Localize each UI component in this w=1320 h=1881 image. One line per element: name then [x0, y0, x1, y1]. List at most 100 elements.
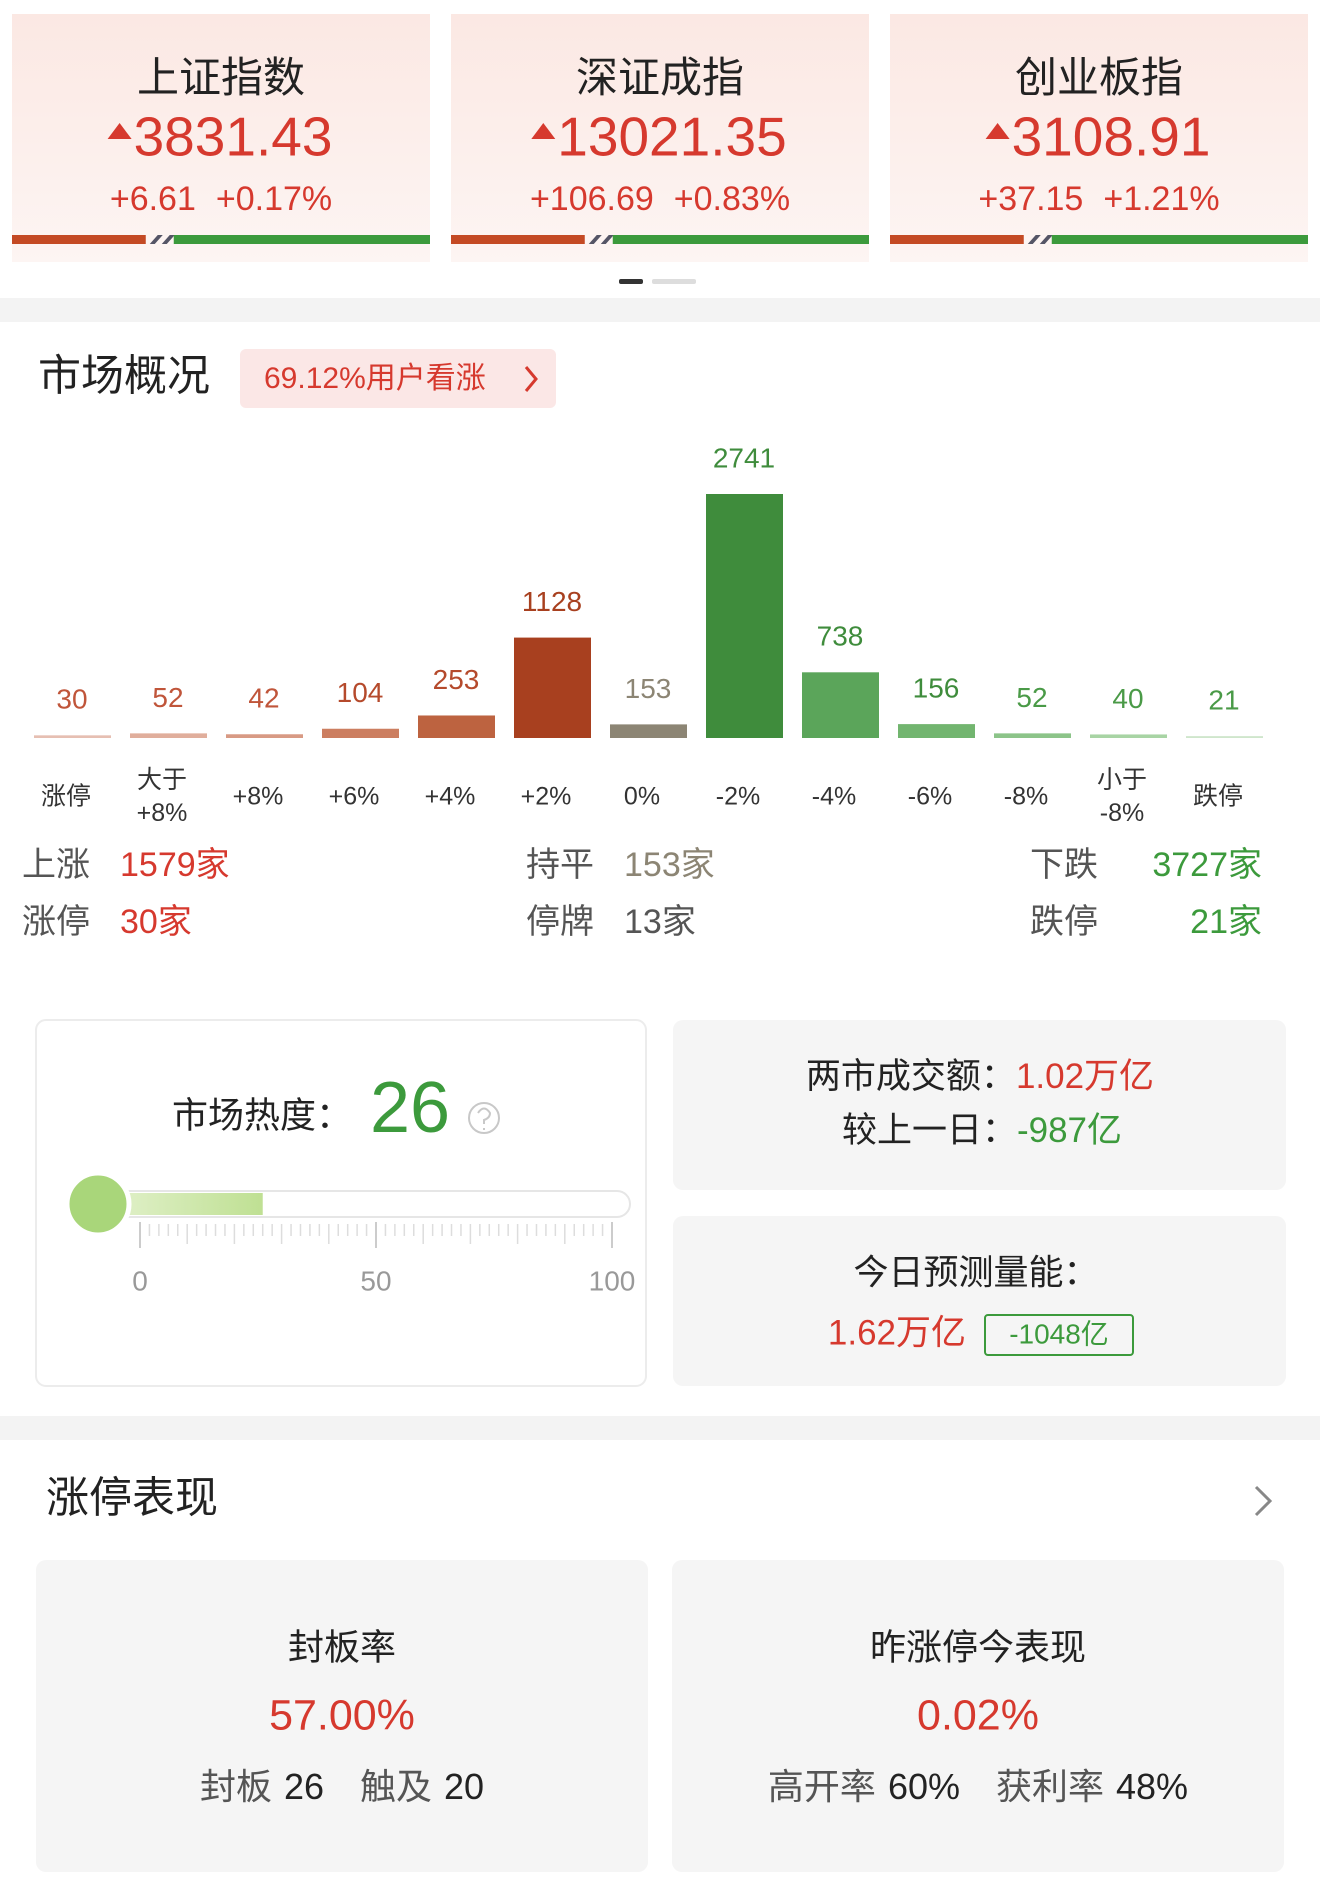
stat-value: 30家	[120, 903, 192, 941]
section-title: 市场概况	[38, 352, 210, 400]
index-card[interactable]: 上证指数 3831.43 +6.61 +0.17%	[12, 14, 430, 262]
value-label: 30	[56, 684, 87, 715]
value-label: 52	[1016, 682, 1047, 713]
lu-value: 0.02%	[917, 1691, 1039, 1739]
value-label: 21	[1208, 685, 1239, 716]
card-bg	[12, 14, 430, 262]
lu-card	[672, 1560, 1284, 1872]
more-arrow[interactable]	[1254, 1485, 1273, 1517]
bar	[34, 735, 111, 738]
index-cards: 上证指数 3831.43 +6.61 +0.17% 深证成指 13021.35 +106.6…	[12, 14, 1308, 262]
separator	[0, 1416, 1320, 1440]
forecast-change-box	[984, 1314, 1134, 1356]
index-card[interactable]: 深证成指 13021.35 +106.69 +0.83%	[451, 14, 869, 262]
stat-label: 上涨	[22, 846, 90, 884]
fall-bar	[173, 235, 430, 244]
bar	[1090, 734, 1167, 738]
fall-bar	[612, 235, 869, 244]
limit-up-cards: 封板率 57.00% 封板 26 触及 20 昨涨停今表现 0.02% 高开率 60% 获利率 48%	[36, 1560, 1284, 1872]
up-arrow	[107, 123, 132, 139]
lu-value: 57.00%	[269, 1691, 415, 1739]
index-name: 深证成指	[576, 54, 744, 101]
tick-label: 0	[132, 1265, 148, 1296]
stat-label: 持平	[526, 846, 594, 884]
lu-title: 封板率	[288, 1627, 396, 1668]
stat-label: 停牌	[526, 903, 594, 941]
bar-divider	[149, 235, 175, 244]
index-change: +6.61	[110, 180, 196, 218]
bar	[802, 672, 879, 738]
turnover-change-label: 较上一日：	[842, 1111, 1017, 1150]
forecast-value: 1.62万亿	[828, 1313, 966, 1352]
bar	[994, 733, 1071, 738]
index-value: 3831.43	[134, 106, 333, 168]
detail-label: 触及	[360, 1766, 432, 1807]
turnover-change: -987亿	[1017, 1111, 1122, 1150]
bar	[322, 728, 399, 738]
pill-bg	[240, 349, 556, 408]
sentiment-pill[interactable]: 69.12%用户看涨	[240, 349, 556, 408]
stat-value: 153家	[624, 846, 715, 884]
value-label: 1128	[522, 586, 582, 617]
lu-details: 高开率 60% 获利率 48%	[768, 1766, 1188, 1807]
index-name: 创业板指	[1015, 54, 1183, 101]
up-arrow	[531, 123, 556, 139]
heat-value: 26	[370, 1068, 450, 1148]
chevron	[524, 366, 538, 392]
lu-card	[36, 1560, 648, 1872]
rise-bar	[12, 235, 146, 244]
heat-gauge: 0 50 100	[64, 1170, 635, 1296]
value-label: 104	[337, 677, 384, 708]
value-label: 40	[1112, 683, 1143, 714]
bar	[898, 724, 975, 738]
detail-value: 26	[284, 1766, 324, 1807]
separator	[0, 298, 1320, 322]
value-label: 2741	[713, 442, 775, 473]
index-percent: +1.21%	[1103, 180, 1219, 218]
value-label: 253	[433, 664, 480, 695]
tick-label: 50	[360, 1265, 391, 1296]
bar-divider	[588, 235, 614, 244]
index-card[interactable]: 创业板指 3108.91 +37.15 +1.21%	[890, 14, 1308, 262]
detail-label: 高开率	[768, 1766, 876, 1807]
detail-label: 获利率	[996, 1766, 1104, 1807]
lu-details: 封板 26 触及 20	[200, 1766, 484, 1807]
value-label: 153	[625, 673, 672, 704]
lu-title: 昨涨停今表现	[870, 1627, 1086, 1668]
value-label: 738	[817, 621, 864, 652]
bar	[418, 715, 495, 738]
distribution-chart: 30 52 42 104 253 1128 153 2741 738 156 52 40 21	[34, 442, 1263, 738]
index-percent: +0.83%	[674, 180, 790, 218]
turnover-value: 1.02万亿	[1016, 1057, 1154, 1096]
index-name: 上证指数	[137, 54, 305, 101]
index-value: 3108.91	[1012, 106, 1211, 168]
bar-divider	[1027, 235, 1053, 244]
gauge-knob	[64, 1170, 132, 1238]
forecast-label: 今日预测量能：	[853, 1253, 1098, 1292]
value-label: 42	[248, 683, 279, 714]
bar	[610, 724, 687, 738]
bar	[706, 494, 783, 738]
turnover-line: 两市成交额：1.02万亿	[806, 1057, 1154, 1096]
index-change: +106.69	[530, 180, 654, 218]
stat-value: 1579家	[120, 846, 230, 884]
index-percent: +0.17%	[216, 180, 332, 218]
stat-value: 21家	[1190, 903, 1262, 941]
help-circle	[468, 1102, 500, 1134]
stat-label: 下跌	[1030, 846, 1098, 884]
help-icon[interactable]	[468, 1102, 500, 1134]
detail-value: 48%	[1116, 1766, 1188, 1807]
stat-value: 13家	[624, 903, 696, 941]
forecast-change: -1048亿	[1009, 1318, 1109, 1349]
sentiment-text: 69.12%用户看涨	[264, 362, 486, 395]
index-change-line: +37.15 +1.21%	[978, 180, 1219, 218]
up-arrow	[985, 123, 1010, 139]
forecast-card	[673, 1216, 1286, 1386]
heat-label: 市场热度：	[172, 1095, 352, 1136]
stat-value: 3727家	[1152, 846, 1262, 884]
bar	[226, 734, 303, 738]
rise-bar	[890, 235, 1024, 244]
